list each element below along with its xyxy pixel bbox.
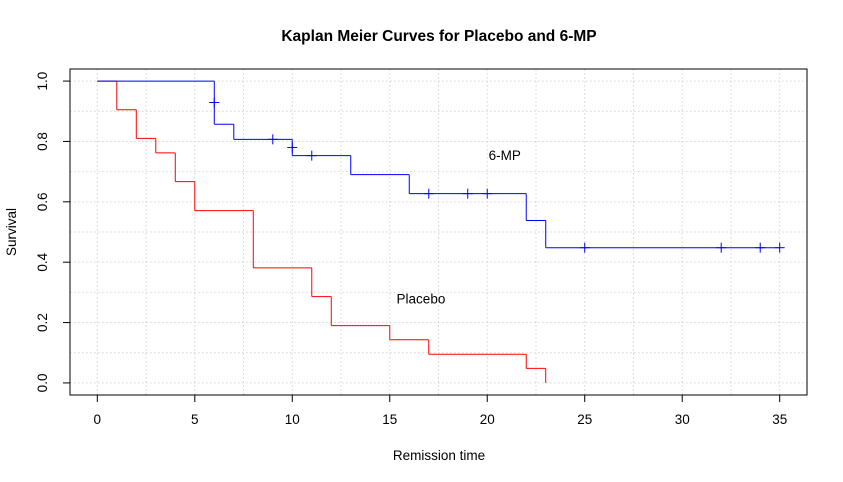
curve-annotation: 6-MP: [489, 148, 521, 163]
censor-mark: [482, 188, 493, 199]
censor-mark: [306, 150, 317, 161]
censor-mark: [579, 242, 590, 253]
y-tick-label: 0.8: [35, 132, 50, 151]
x-tick-label: 10: [285, 412, 300, 427]
censor-mark: [209, 97, 220, 108]
plot-series: [97, 80, 785, 383]
censor-mark: [423, 188, 434, 199]
x-tick-label: 30: [675, 412, 690, 427]
x-tick-label: 20: [480, 412, 495, 427]
censor-mark: [755, 242, 766, 253]
series-1: [97, 80, 785, 253]
x-axis-label: Remission time: [393, 448, 485, 463]
curve-annotation: Placebo: [397, 291, 446, 306]
x-tick-label: 5: [191, 412, 199, 427]
chart-title: Kaplan Meier Curves for Placebo and 6-MP: [281, 28, 596, 45]
x-tick-label: 0: [94, 412, 102, 427]
y-tick-label: 1.0: [35, 72, 50, 91]
x-tick-label: 35: [772, 412, 787, 427]
y-tick-label: 0.6: [35, 192, 50, 211]
grid: [70, 69, 807, 395]
censor-mark: [287, 142, 298, 153]
censor-mark: [267, 134, 278, 145]
x-tick-label: 15: [382, 412, 397, 427]
censor-mark: [774, 242, 785, 253]
axes: 0 5 10 15 20 25 30 35 0.0 0.2 0.4 0.6 0.8 1.0: [35, 72, 787, 427]
series-0: [97, 80, 547, 383]
y-tick-label: 0.4: [35, 252, 50, 271]
curve-annotations: 6-MP Placebo: [397, 148, 521, 306]
x-tick-label: 25: [577, 412, 592, 427]
y-tick-label: 0.2: [35, 313, 50, 332]
y-tick-label: 0.0: [35, 374, 50, 393]
censor-mark: [716, 242, 727, 253]
censor-mark: [462, 188, 473, 199]
y-axis-label: Survival: [4, 208, 19, 256]
